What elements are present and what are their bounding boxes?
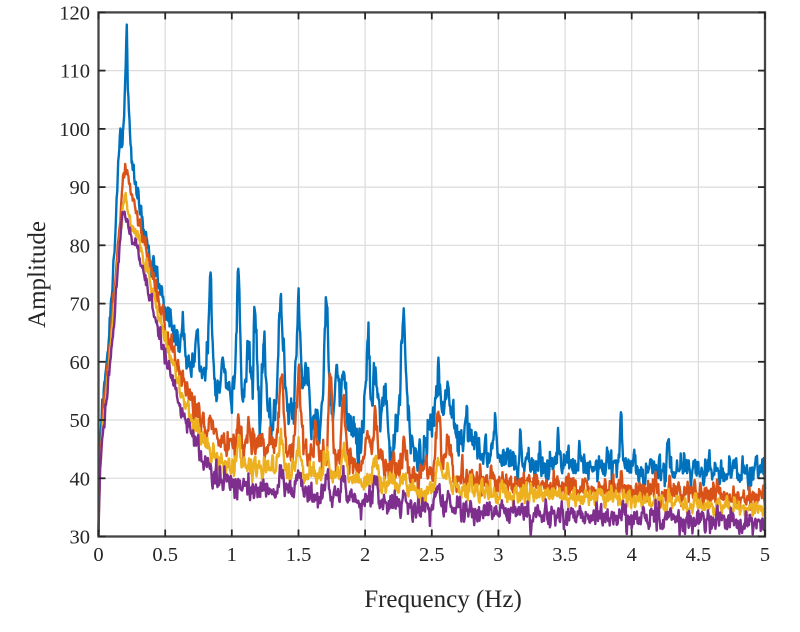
svg-text:50: 50 <box>70 410 91 432</box>
svg-text:100: 100 <box>59 119 90 141</box>
svg-text:1: 1 <box>227 544 237 566</box>
svg-text:30: 30 <box>70 527 91 549</box>
svg-text:1.5: 1.5 <box>286 544 312 566</box>
svg-text:70: 70 <box>70 294 91 316</box>
svg-text:3.5: 3.5 <box>552 544 578 566</box>
svg-text:3: 3 <box>493 544 503 566</box>
svg-text:2: 2 <box>360 544 370 566</box>
svg-text:40: 40 <box>70 468 91 490</box>
svg-text:4: 4 <box>627 544 637 566</box>
svg-text:2.5: 2.5 <box>419 544 445 566</box>
svg-text:110: 110 <box>60 61 90 83</box>
svg-text:0: 0 <box>93 544 103 566</box>
svg-text:0.5: 0.5 <box>152 544 178 566</box>
svg-text:Frequency (Hz): Frequency (Hz) <box>364 586 522 613</box>
svg-text:5: 5 <box>760 544 770 566</box>
svg-text:60: 60 <box>70 352 91 374</box>
svg-text:4.5: 4.5 <box>686 544 712 566</box>
svg-text:90: 90 <box>70 177 91 199</box>
svg-text:120: 120 <box>59 2 90 24</box>
svg-text:80: 80 <box>70 235 91 257</box>
svg-text:Amplitude: Amplitude <box>24 221 51 328</box>
